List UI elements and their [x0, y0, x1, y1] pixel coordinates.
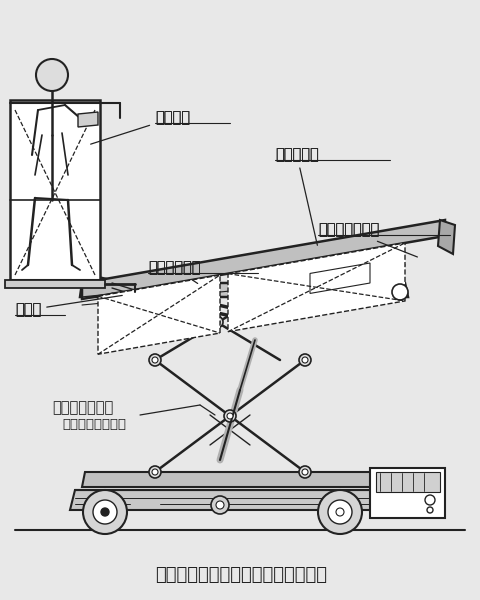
- Polygon shape: [437, 220, 454, 254]
- Circle shape: [93, 500, 117, 524]
- Circle shape: [301, 357, 307, 363]
- Circle shape: [391, 284, 407, 300]
- Polygon shape: [82, 220, 444, 299]
- Circle shape: [227, 413, 232, 419]
- Text: 昇　降　装　置: 昇 降 装 置: [52, 401, 113, 415]
- Text: コンテナ台: コンテナ台: [275, 148, 318, 245]
- Circle shape: [214, 319, 219, 325]
- Circle shape: [336, 508, 343, 516]
- Circle shape: [327, 500, 351, 524]
- Circle shape: [101, 508, 109, 516]
- Circle shape: [216, 501, 224, 509]
- Text: ゴンドラ: ゴンドラ: [90, 110, 190, 144]
- Text: コンテナ台: コンテナ台: [275, 148, 318, 163]
- Circle shape: [426, 507, 432, 513]
- Text: ベースデッキ: ベースデッキ: [148, 260, 200, 275]
- Circle shape: [224, 410, 236, 422]
- Polygon shape: [309, 263, 369, 293]
- Text: ゴンドラ: ゴンドラ: [155, 110, 190, 125]
- Text: ブーム: ブーム: [15, 302, 41, 317]
- Polygon shape: [369, 468, 444, 518]
- Text: コンテナデッキ: コンテナデッキ: [317, 223, 378, 238]
- Polygon shape: [10, 100, 100, 280]
- Text: （Ｘ字状リンク）: （Ｘ字状リンク）: [62, 419, 126, 431]
- Polygon shape: [82, 472, 377, 487]
- Text: ベースデッキ: ベースデッキ: [148, 260, 200, 283]
- Circle shape: [149, 279, 161, 291]
- Circle shape: [36, 59, 68, 91]
- Circle shape: [149, 466, 161, 478]
- Polygon shape: [98, 275, 219, 354]
- Circle shape: [424, 495, 434, 505]
- Circle shape: [152, 357, 157, 363]
- Polygon shape: [5, 280, 105, 288]
- Circle shape: [301, 469, 307, 475]
- Polygon shape: [78, 112, 98, 127]
- Circle shape: [211, 316, 223, 328]
- Text: 図１　　開発機の構造と各部の名称: 図１ 開発機の構造と各部の名称: [155, 566, 326, 584]
- Polygon shape: [80, 283, 407, 297]
- Circle shape: [299, 354, 311, 366]
- Circle shape: [152, 282, 157, 288]
- Circle shape: [152, 469, 157, 475]
- Circle shape: [83, 490, 127, 534]
- Circle shape: [274, 279, 286, 291]
- Circle shape: [276, 282, 282, 288]
- Polygon shape: [70, 490, 394, 510]
- Polygon shape: [375, 472, 439, 492]
- Circle shape: [299, 466, 311, 478]
- Text: ブーム: ブーム: [15, 295, 122, 317]
- Circle shape: [149, 354, 161, 366]
- Circle shape: [211, 496, 228, 514]
- Circle shape: [317, 490, 361, 534]
- Polygon shape: [228, 243, 404, 332]
- Text: コンテナデッキ: コンテナデッキ: [317, 223, 417, 257]
